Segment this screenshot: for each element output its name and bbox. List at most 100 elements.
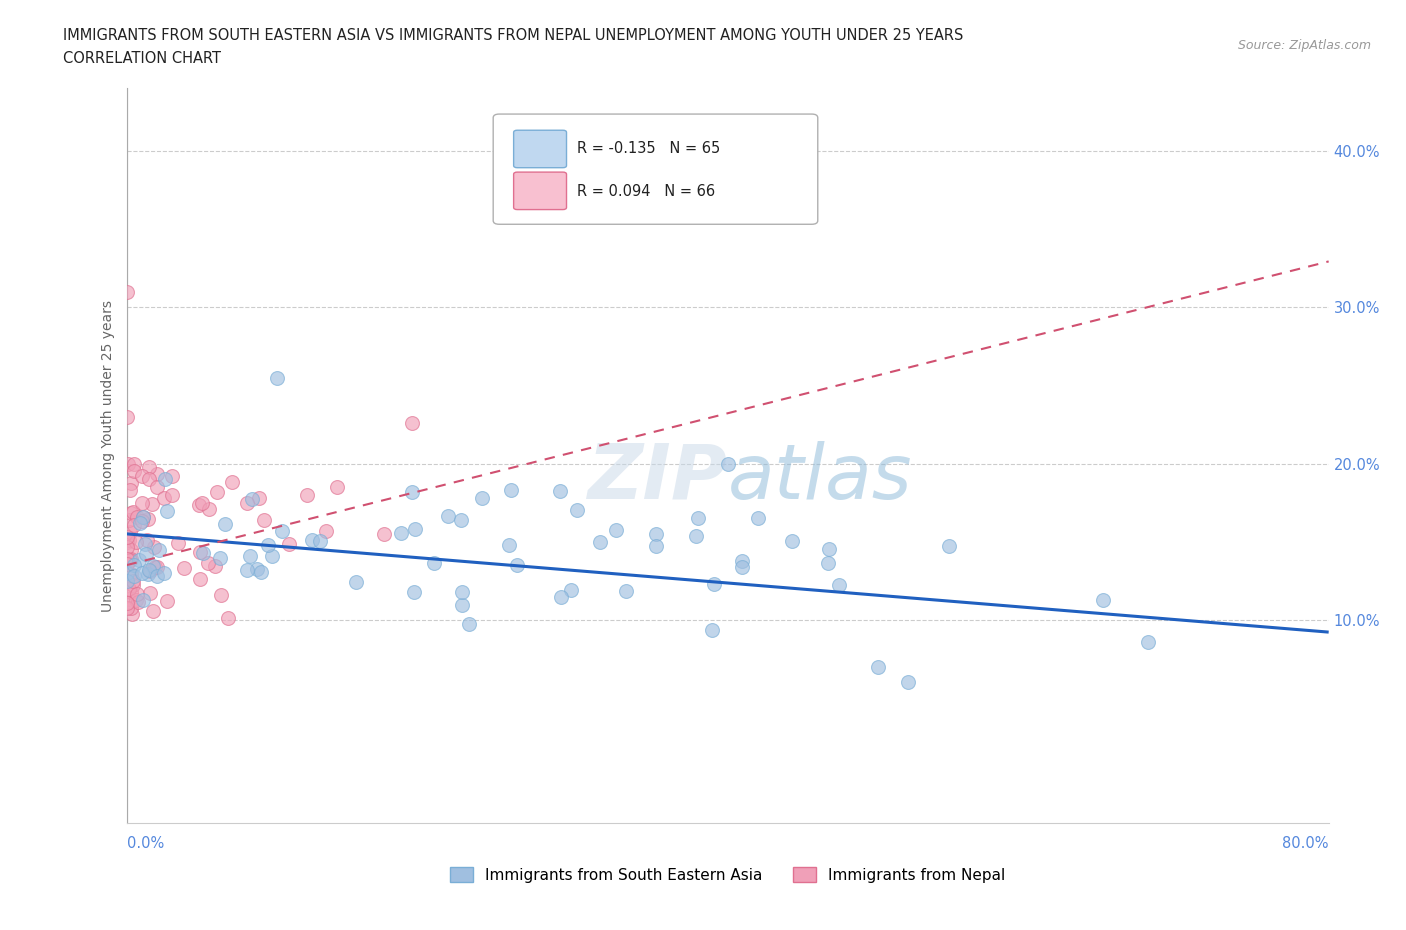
Point	[344, 575, 367, 590]
Point	[120, 505, 142, 520]
Point	[131, 513, 153, 528]
Point	[401, 485, 423, 499]
Point	[122, 578, 145, 592]
Point	[278, 537, 301, 551]
Point	[153, 565, 176, 580]
Point	[614, 583, 637, 598]
Point	[716, 456, 740, 471]
Point	[309, 533, 332, 548]
Text: CORRELATION CHART: CORRELATION CHART	[63, 51, 221, 66]
Point	[209, 588, 232, 603]
FancyBboxPatch shape	[513, 130, 567, 167]
Point	[702, 622, 724, 637]
Point	[451, 598, 474, 613]
Point	[246, 562, 269, 577]
Point	[209, 551, 232, 565]
Point	[188, 571, 211, 586]
Point	[730, 553, 752, 568]
Point	[153, 490, 176, 505]
Point	[115, 601, 138, 616]
Point	[115, 529, 138, 544]
Point	[235, 563, 259, 578]
Point	[301, 532, 323, 547]
Point	[818, 542, 841, 557]
Point	[122, 568, 145, 583]
Point	[136, 512, 159, 526]
Point	[120, 542, 142, 557]
Point	[703, 576, 725, 591]
Point	[897, 675, 920, 690]
Point	[217, 610, 239, 625]
Point	[204, 558, 226, 573]
Point	[605, 523, 627, 538]
Point	[142, 539, 165, 554]
Point	[645, 526, 668, 541]
Text: ZIP: ZIP	[588, 441, 728, 514]
Point	[120, 551, 142, 566]
Point	[118, 532, 141, 547]
Point	[262, 549, 284, 564]
Point	[731, 560, 754, 575]
Text: 80.0%: 80.0%	[1282, 835, 1329, 851]
Point	[115, 539, 138, 554]
Point	[240, 491, 263, 506]
Point	[257, 537, 280, 551]
Point	[120, 566, 142, 581]
Point	[866, 659, 889, 674]
Point	[118, 592, 141, 607]
Point	[121, 607, 143, 622]
Point	[115, 565, 138, 580]
Point	[271, 524, 294, 538]
Point	[122, 456, 145, 471]
Point	[235, 495, 259, 510]
Point	[828, 578, 851, 592]
Point	[132, 510, 155, 525]
Point	[118, 552, 141, 567]
Point	[122, 558, 145, 573]
Text: R = -0.135   N = 65: R = -0.135 N = 65	[578, 141, 721, 156]
Point	[134, 537, 156, 551]
Point	[373, 526, 395, 541]
Point	[191, 546, 214, 561]
Point	[173, 561, 195, 576]
Point	[295, 487, 318, 502]
Point	[391, 526, 413, 541]
Point	[747, 511, 769, 525]
Point	[118, 525, 141, 539]
Point	[118, 581, 141, 596]
Point	[156, 504, 179, 519]
Point	[250, 565, 273, 579]
Point	[139, 586, 162, 601]
Point	[315, 523, 337, 538]
Point	[120, 475, 142, 490]
Point	[145, 467, 167, 482]
Point	[115, 551, 138, 566]
Text: 0.0%: 0.0%	[127, 835, 163, 851]
Point	[239, 549, 262, 564]
Point	[115, 535, 138, 550]
Point	[685, 528, 707, 543]
Point	[127, 510, 149, 525]
Point	[118, 512, 141, 527]
Point	[115, 409, 138, 424]
Point	[550, 590, 572, 604]
Point	[326, 480, 349, 495]
Point	[142, 604, 165, 618]
Point	[125, 586, 148, 601]
Point	[405, 522, 427, 537]
Point	[160, 487, 183, 502]
Point	[135, 532, 157, 547]
Point	[221, 475, 243, 490]
Text: IMMIGRANTS FROM SOUTH EASTERN ASIA VS IMMIGRANTS FROM NEPAL UNEMPLOYMENT AMONG Y: IMMIGRANTS FROM SOUTH EASTERN ASIA VS IM…	[63, 28, 963, 43]
Point	[153, 472, 176, 486]
Point	[214, 516, 236, 531]
Point	[139, 564, 162, 578]
Point	[141, 497, 163, 512]
Point	[143, 560, 166, 575]
Text: Source: ZipAtlas.com: Source: ZipAtlas.com	[1237, 39, 1371, 52]
Point	[122, 518, 145, 533]
Point	[120, 584, 142, 599]
Point	[145, 568, 167, 583]
Point	[122, 574, 145, 589]
Point	[436, 509, 458, 524]
